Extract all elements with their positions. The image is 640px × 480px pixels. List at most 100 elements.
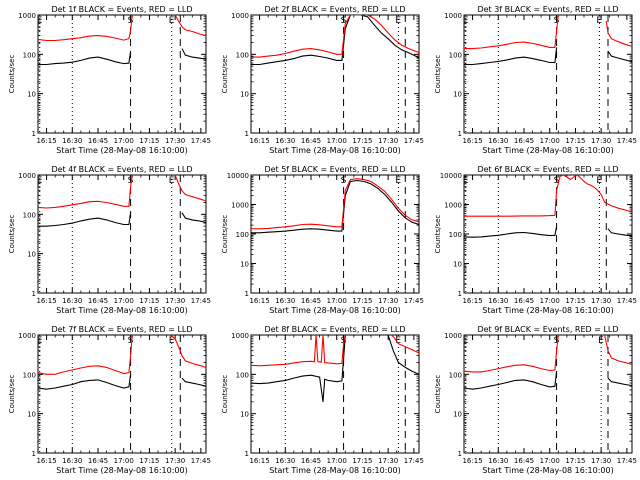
x-tick-label: 16:15 (462, 457, 482, 465)
x-tick-label: 17:00 (114, 297, 134, 305)
plot-frame (37, 334, 207, 454)
series-line-events (38, 374, 132, 390)
chart-title: Det 2f BLACK = Events, RED = LLD (264, 5, 405, 14)
series-line-events (607, 228, 632, 237)
series-line-lld (251, 15, 419, 58)
x-tick-label: 17:00 (540, 137, 560, 145)
x-tick-label: 17:30 (591, 137, 611, 145)
x-tick-label: 16:30 (275, 137, 295, 145)
series-line-lld (38, 175, 133, 209)
chart-title: Det 5f BLACK = Events, RED = LLD (264, 165, 405, 174)
y-tick-label: 1 (32, 130, 36, 138)
plot-frame (463, 174, 633, 294)
marker-label: E (395, 336, 401, 346)
x-tick-label: 17:15 (565, 297, 585, 305)
x-tick-label: 17:30 (591, 457, 611, 465)
series-line-events (607, 377, 632, 387)
series-line-events (38, 51, 132, 66)
x-tick-label: 16:45 (88, 137, 108, 145)
x-tick-label: 17:45 (617, 297, 637, 305)
chart-title: Det 3f BLACK = Events, RED = LLD (477, 5, 618, 14)
series-line-lld (464, 15, 559, 50)
x-axis-label: Start Time (28-May-08 16:10:00) (482, 306, 613, 315)
x-tick-label: 16:30 (488, 297, 508, 305)
marker-label: E (37, 336, 43, 346)
x-tick-label: 16:30 (275, 457, 295, 465)
y-tick-label: 10 (240, 91, 249, 99)
x-tick-label: 17:15 (565, 137, 585, 145)
y-tick-label: 10 (27, 411, 36, 419)
x-tick-label: 16:45 (88, 457, 108, 465)
y-tick-label: 1 (32, 290, 36, 298)
marker-label: E (596, 16, 602, 26)
x-tick-label: 17:00 (327, 137, 347, 145)
x-tick-label: 16:30 (488, 137, 508, 145)
series-line-events (181, 48, 206, 60)
x-axis-label: Start Time (28-May-08 16:10:00) (482, 466, 613, 475)
y-tick-label: 100 (23, 51, 36, 59)
marker-label: E (37, 176, 43, 186)
x-tick-label: 16:15 (36, 457, 56, 465)
x-axis-label: Start Time (28-May-08 16:10:00) (269, 306, 400, 315)
x-tick-label: 16:30 (62, 297, 82, 305)
y-tick-label: 1 (458, 450, 462, 458)
x-tick-label: 17:15 (139, 457, 159, 465)
y-tick-label: 1000 (18, 172, 36, 180)
chart-panel-3: Det 3f BLACK = Events, RED = LLD Start Ti… (434, 5, 637, 155)
marker-label: E (463, 16, 469, 26)
series-line-lld (604, 335, 632, 365)
x-axis-label: Start Time (28-May-08 16:10:00) (269, 146, 400, 155)
x-tick-label: 16:45 (301, 297, 321, 305)
series-line-events (464, 226, 558, 238)
y-axis-label: Counts/sec (434, 215, 442, 254)
x-tick-label: 17:30 (165, 297, 185, 305)
series-line-lld (605, 21, 632, 47)
y-tick-label: 1 (32, 450, 36, 458)
series-line-events (38, 212, 132, 227)
chart-panel-9: Det 9f BLACK = Events, RED = LLD Start Ti… (434, 325, 637, 475)
plot-frame (37, 14, 207, 134)
marker-label: S (554, 336, 560, 346)
x-tick-label: 17:15 (352, 297, 372, 305)
x-tick-label: 16:30 (488, 457, 508, 465)
y-tick-label: 1 (458, 290, 462, 298)
series-line-events (464, 47, 558, 66)
x-tick-label: 16:45 (514, 457, 534, 465)
series-line-events (251, 179, 419, 234)
y-axis-label: Counts/sec (8, 55, 16, 94)
y-tick-label: 10 (240, 411, 249, 419)
chart-title: Det 4f BLACK = Events, RED = LLD (51, 165, 192, 174)
x-axis-label: Start Time (28-May-08 16:10:00) (56, 466, 187, 475)
series-group (251, 15, 419, 66)
marker-label: E (395, 16, 401, 26)
y-tick-label: 10 (453, 261, 462, 269)
x-tick-label: 17:15 (565, 457, 585, 465)
marker-label: E (169, 16, 175, 26)
y-tick-label: 1000 (18, 332, 36, 340)
x-tick-label: 17:45 (191, 137, 211, 145)
chart-panel-1: Det 1f BLACK = Events, RED = LLD Start Ti… (8, 5, 211, 155)
plot-frame (463, 14, 633, 134)
y-tick-label: 1000 (231, 202, 249, 210)
y-tick-label: 1000 (231, 332, 249, 340)
y-tick-label: 100 (449, 371, 462, 379)
y-tick-label: 1000 (18, 12, 36, 20)
chart-title: Det 8f BLACK = Events, RED = LLD (264, 325, 405, 334)
marker-label: E (395, 176, 401, 186)
chart-title: Det 9f BLACK = Events, RED = LLD (477, 325, 618, 334)
y-tick-label: 100 (449, 51, 462, 59)
chart-panel-6: Det 6f BLACK = Events, RED = LLD Start Ti… (434, 165, 637, 315)
chart-panel-7: Det 7f BLACK = Events, RED = LLD Start Ti… (8, 325, 211, 475)
x-tick-label: 17:00 (114, 137, 134, 145)
chart-title: Det 1f BLACK = Events, RED = LLD (51, 5, 192, 14)
x-tick-label: 17:15 (352, 457, 372, 465)
y-tick-label: 100 (236, 371, 249, 379)
x-tick-label: 17:00 (540, 297, 560, 305)
marker-label: S (554, 176, 560, 186)
chart-title: Det 6f BLACK = Events, RED = LLD (477, 165, 618, 174)
x-tick-label: 17:45 (191, 457, 211, 465)
x-tick-label: 17:30 (165, 137, 185, 145)
chart-panel-8: Det 8f BLACK = Events, RED = LLD Start Ti… (221, 325, 424, 475)
series-line-lld (38, 15, 133, 42)
